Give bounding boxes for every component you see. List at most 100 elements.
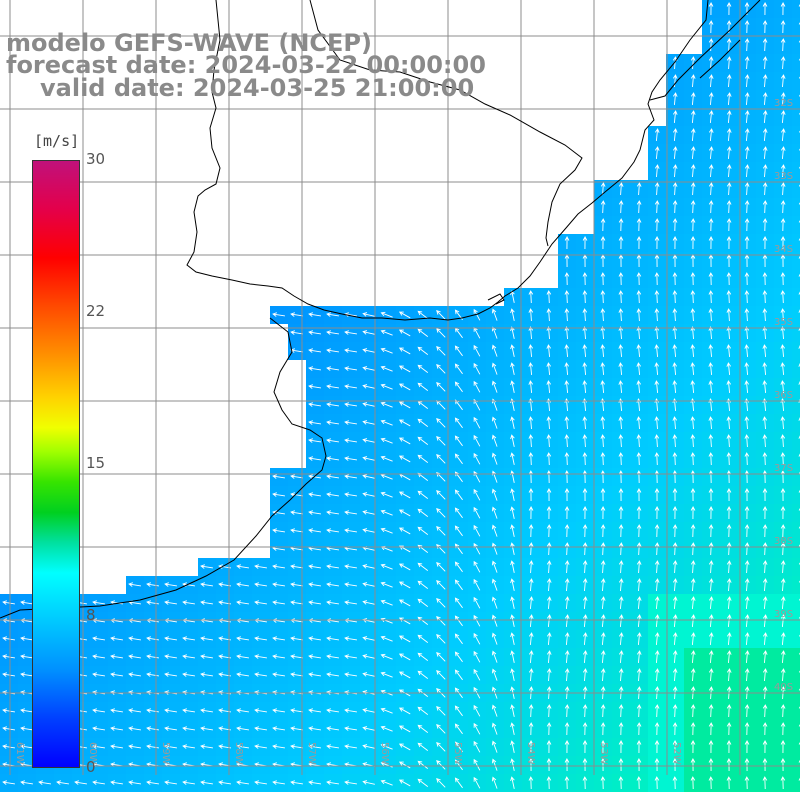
wind-arrow <box>726 452 732 466</box>
wind-arrow <box>362 708 375 713</box>
wind-cell <box>792 54 800 72</box>
wind-arrow <box>708 506 714 520</box>
wind-arrow <box>708 128 714 142</box>
wind-arrow <box>398 437 411 445</box>
wind-arrow <box>254 600 267 605</box>
wind-arrow <box>454 345 463 357</box>
wind-arrow <box>454 525 463 537</box>
wind-arrow <box>582 416 588 430</box>
wind-arrow <box>708 560 714 574</box>
wind-arrow <box>308 672 321 677</box>
wind-arrow <box>780 326 786 340</box>
longitude-label: 53W <box>598 742 609 765</box>
wind-arrow <box>473 614 481 627</box>
wind-arrow <box>672 488 678 502</box>
wind-arrow <box>744 128 750 142</box>
wind-arrow <box>182 654 195 659</box>
wind-arrow <box>20 636 33 641</box>
wind-arrow <box>362 744 375 749</box>
wind-arrow <box>690 290 696 304</box>
wind-arrow <box>344 654 357 659</box>
wind-arrow <box>618 506 624 520</box>
wind-arrow <box>344 528 357 533</box>
wind-arrow <box>744 56 750 70</box>
wind-arrow <box>708 308 714 322</box>
wind-arrow <box>744 722 750 736</box>
wind-arrow <box>708 164 714 178</box>
wind-arrow <box>344 474 357 479</box>
latitude-label: 40S <box>774 682 793 693</box>
wind-arrow <box>454 435 463 447</box>
coastline-buenos-aires <box>0 317 327 619</box>
wind-arrow <box>564 560 570 574</box>
wind-arrow <box>546 650 552 664</box>
colorbar-unit: [m/s] <box>34 132 80 150</box>
wind-arrow <box>510 722 515 735</box>
wind-arrow <box>618 326 624 340</box>
wind-arrow <box>600 362 606 376</box>
wind-arrow <box>344 636 357 641</box>
wind-arrow <box>473 704 481 717</box>
wind-arrow <box>380 527 393 534</box>
wind-arrow <box>473 344 481 357</box>
wind-arrow <box>600 704 606 718</box>
wind-arrow <box>744 380 750 394</box>
wind-arrow <box>780 128 786 142</box>
wind-arrow <box>528 758 534 772</box>
wind-arrow <box>636 542 642 556</box>
wind-arrow <box>708 146 714 160</box>
wind-arrow <box>146 708 159 713</box>
wind-arrow <box>2 636 15 641</box>
wind-cell <box>792 522 800 540</box>
wind-arrow <box>398 581 411 589</box>
wind-arrow <box>272 474 285 479</box>
wind-arrow <box>744 308 750 322</box>
wind-arrow <box>436 742 446 752</box>
wind-arrow <box>326 330 339 335</box>
wind-arrow <box>362 582 375 587</box>
wind-arrow <box>654 704 660 718</box>
wind-arrow <box>636 614 642 628</box>
title-valid-date: valid date: 2024-03-25 21:00:00 <box>40 74 475 102</box>
wind-arrow <box>582 506 588 520</box>
wind-arrow <box>510 704 515 717</box>
wind-cell <box>792 612 800 630</box>
wind-arrow <box>672 758 678 772</box>
wind-arrow <box>528 542 534 556</box>
wind-arrow <box>744 668 750 682</box>
wind-arrow <box>290 348 303 353</box>
wind-arrow <box>326 600 339 605</box>
wind-cell <box>792 648 800 666</box>
wind-arrow <box>780 74 786 88</box>
wind-arrow <box>744 110 750 124</box>
wind-arrow <box>546 524 552 538</box>
wind-arrow <box>454 741 463 753</box>
wind-arrow <box>708 20 714 34</box>
wind-arrow <box>600 416 606 430</box>
wind-arrow <box>290 600 303 605</box>
wind-arrow <box>164 726 177 731</box>
longitude-label: 60W <box>87 742 98 765</box>
wind-arrow <box>618 452 624 466</box>
wind-arrow <box>636 236 642 250</box>
wind-arrow <box>454 561 463 573</box>
wind-arrow <box>182 708 195 713</box>
wind-arrow <box>417 490 429 499</box>
wind-arrow <box>290 726 303 731</box>
wind-arrow <box>600 506 606 520</box>
wind-arrow <box>618 380 624 394</box>
wind-arrow <box>582 236 588 250</box>
wind-cell <box>792 90 800 108</box>
wind-arrow <box>272 636 285 641</box>
wind-arrow <box>708 434 714 448</box>
wind-arrow <box>362 366 375 371</box>
wind-arrow <box>780 740 786 754</box>
wind-arrow <box>744 632 750 646</box>
wind-arrow <box>672 416 678 430</box>
wind-arrow <box>780 632 786 646</box>
wind-arrow <box>762 524 768 538</box>
wind-arrow <box>690 74 696 88</box>
wind-arrow <box>708 326 714 340</box>
wind-arrow <box>473 740 481 753</box>
wind-arrow <box>726 2 732 16</box>
